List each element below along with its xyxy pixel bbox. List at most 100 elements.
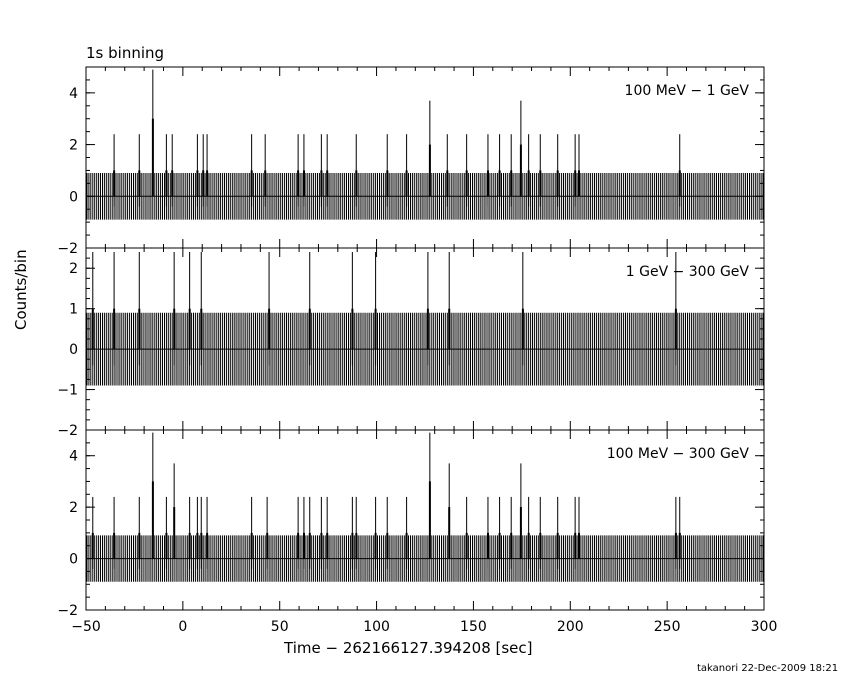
energy-band-label: 100 MeV − 300 GeV bbox=[607, 446, 750, 462]
panel-1: −2 0 2 4 100 MeV − 1 GeV bbox=[57, 66, 765, 257]
event-bin bbox=[138, 252, 141, 366]
y-tick-label: −1 bbox=[57, 383, 78, 399]
event-bin bbox=[446, 134, 449, 207]
event-bin bbox=[355, 134, 358, 207]
event-bin bbox=[250, 496, 253, 569]
x-tick-label: 200 bbox=[557, 619, 584, 635]
event-bin bbox=[303, 496, 305, 569]
event-bin bbox=[510, 496, 513, 569]
event-bin bbox=[200, 252, 203, 366]
y-tick-label: 0 bbox=[69, 342, 78, 358]
y-tick-label: 1 bbox=[69, 302, 78, 318]
y-tick-label: −2 bbox=[57, 241, 78, 257]
event-bin bbox=[465, 496, 468, 569]
energy-band-label: 100 MeV − 1 GeV bbox=[625, 83, 750, 99]
event-bin bbox=[527, 134, 530, 207]
event-bin bbox=[173, 463, 176, 559]
event-bin bbox=[428, 432, 431, 559]
event-bin bbox=[374, 496, 377, 569]
event-bin bbox=[374, 252, 377, 366]
y-tick-label: 2 bbox=[69, 500, 78, 516]
event-bin bbox=[138, 134, 141, 207]
event-bin bbox=[303, 134, 305, 207]
event-bin bbox=[448, 463, 451, 559]
event-bin bbox=[519, 100, 522, 197]
event-bin bbox=[426, 252, 429, 366]
event-bin bbox=[206, 134, 209, 207]
event-bin bbox=[326, 134, 329, 207]
y-axis-label: Counts/bin bbox=[12, 249, 30, 330]
event-bin bbox=[487, 496, 489, 569]
event-bin bbox=[428, 100, 431, 197]
event-bin bbox=[326, 496, 329, 569]
event-bin bbox=[188, 252, 191, 366]
footer-credit: takanori 22-Dec-2009 18:21 bbox=[697, 663, 839, 674]
event-bin bbox=[264, 134, 267, 207]
event-bin bbox=[297, 496, 300, 569]
event-bin bbox=[510, 134, 513, 207]
event-bin bbox=[113, 134, 116, 207]
event-bin bbox=[498, 134, 501, 207]
event-bin bbox=[678, 496, 681, 569]
event-bin bbox=[151, 69, 154, 197]
event-bin bbox=[250, 134, 253, 207]
x-tick-label: 150 bbox=[460, 619, 487, 635]
event-bin bbox=[351, 496, 354, 569]
event-bin bbox=[556, 134, 559, 207]
x-axis-label: Time − 262166127.394208 [sec] bbox=[284, 639, 533, 657]
energy-band-label: 1 GeV − 300 GeV bbox=[626, 264, 750, 280]
event-bin bbox=[113, 496, 116, 569]
panel-2: −2 −1 0 1 2 1 GeV − 300 GeV bbox=[57, 247, 765, 439]
event-bin bbox=[448, 252, 451, 366]
event-bin bbox=[556, 496, 559, 569]
event-bin bbox=[202, 134, 205, 207]
event-bin bbox=[165, 496, 168, 569]
event-bin bbox=[527, 496, 530, 569]
x-tick-label: 0 bbox=[178, 619, 187, 635]
y-tick-label: 0 bbox=[69, 189, 78, 205]
event-bin bbox=[297, 134, 300, 207]
event-bin bbox=[206, 496, 209, 569]
event-bin bbox=[196, 134, 199, 207]
chart-title: 1s binning bbox=[86, 44, 165, 62]
event-bin bbox=[465, 134, 468, 207]
y-tick-label: 0 bbox=[69, 552, 78, 568]
event-bin bbox=[498, 496, 501, 569]
event-bin bbox=[519, 463, 522, 559]
event-bin bbox=[113, 252, 116, 366]
y-tick-label: −2 bbox=[57, 423, 78, 439]
event-bin bbox=[578, 496, 580, 569]
event-bin bbox=[578, 134, 580, 207]
event-bin bbox=[386, 134, 389, 207]
event-bin bbox=[521, 252, 524, 366]
event-bin bbox=[200, 496, 203, 569]
x-tick-label: 300 bbox=[751, 619, 778, 635]
x-tick-label: 100 bbox=[363, 619, 390, 635]
event-bin bbox=[487, 134, 489, 207]
event-bin bbox=[674, 496, 677, 569]
event-bin bbox=[188, 496, 191, 569]
x-tick-label: 250 bbox=[654, 619, 681, 635]
y-tick-label: 4 bbox=[69, 86, 78, 102]
event-bin bbox=[308, 252, 311, 366]
event-bin bbox=[91, 496, 94, 569]
event-bin bbox=[405, 134, 408, 207]
event-bin bbox=[574, 496, 577, 569]
event-bin bbox=[196, 496, 199, 569]
event-bin bbox=[138, 496, 141, 569]
event-bin bbox=[405, 496, 408, 569]
y-tick-label: 2 bbox=[69, 261, 78, 277]
event-bin bbox=[674, 252, 677, 366]
y-tick-label: 4 bbox=[69, 449, 78, 465]
event-bin bbox=[678, 134, 681, 207]
event-bin bbox=[539, 134, 542, 207]
event-bin bbox=[320, 496, 323, 569]
event-bin bbox=[171, 134, 174, 207]
event-bin bbox=[386, 496, 389, 569]
panel-3: −2 0 2 4 −50 0 50 100 150 200 250 300 100 MeV − 300 … bbox=[57, 429, 778, 635]
event-bin bbox=[539, 496, 542, 569]
y-tick-label: −2 bbox=[57, 603, 78, 619]
event-bin bbox=[268, 252, 271, 366]
event-bin bbox=[355, 496, 358, 569]
